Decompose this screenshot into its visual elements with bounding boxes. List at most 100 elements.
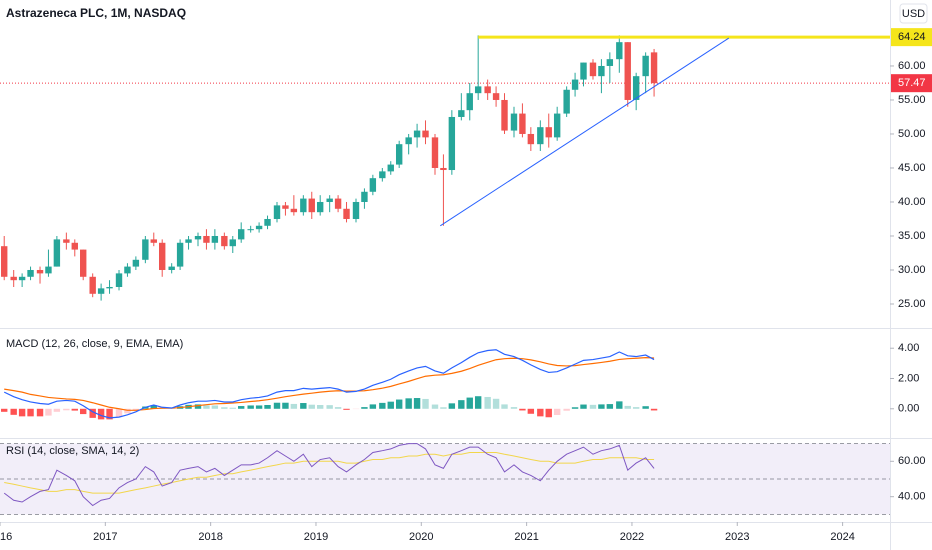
candle-body <box>616 42 623 60</box>
histogram-bar <box>290 403 298 409</box>
histogram-bar <box>642 406 649 409</box>
candle-body <box>458 110 465 117</box>
price-panel <box>0 35 890 301</box>
histogram-bar <box>194 404 202 409</box>
histogram-bar <box>580 404 587 409</box>
candle-body <box>80 249 87 277</box>
candle-body <box>282 205 289 209</box>
histogram-bar <box>1 408 8 412</box>
candle-body <box>501 99 508 131</box>
histogram-bar <box>18 408 26 417</box>
y-tick-label: 35.00 <box>898 230 926 242</box>
macd-panel <box>1 349 658 420</box>
candle-body <box>237 229 245 240</box>
candle-body <box>211 235 219 243</box>
currency-box[interactable] <box>899 3 928 24</box>
candle-body <box>159 242 166 270</box>
y-tick-label: 50.00 <box>898 128 926 140</box>
candle-body <box>229 239 236 247</box>
histogram-bar <box>237 406 245 409</box>
candle-body <box>431 137 439 168</box>
histogram-bar <box>422 398 429 409</box>
histogram-bar <box>527 408 535 414</box>
y-tick-label: 60.00 <box>898 60 926 72</box>
histogram-bar <box>27 408 34 417</box>
histogram-bar <box>255 405 263 409</box>
histogram-bar <box>71 408 78 411</box>
rsi-panel <box>0 443 890 515</box>
histogram-bar <box>124 408 131 414</box>
histogram-bar <box>308 404 315 409</box>
resistance-label-box <box>891 28 932 47</box>
candle-body <box>326 198 333 202</box>
candle-body <box>18 276 26 281</box>
x-tick-label: 16 <box>0 531 12 543</box>
candle-body <box>168 266 175 270</box>
candle-body <box>580 62 587 80</box>
histogram-bar <box>589 404 597 409</box>
y-tick-label: 55.00 <box>898 94 926 106</box>
candle-body <box>642 55 649 77</box>
histogram-bar <box>440 407 447 409</box>
macd-line <box>3 349 655 419</box>
candle-body <box>308 198 315 213</box>
candle-body <box>247 229 254 231</box>
currency[interactable]: USD <box>902 8 925 20</box>
candle-body <box>361 191 368 202</box>
histogram-bar <box>395 399 403 409</box>
x-tick-label: 2017 <box>93 531 117 543</box>
candle-body <box>316 201 324 213</box>
candle-body <box>89 276 96 294</box>
histogram-bar <box>211 405 219 409</box>
x-tick-label: 2018 <box>198 531 222 543</box>
histogram-bar <box>545 408 552 418</box>
histogram-bar <box>273 402 281 409</box>
candle-body <box>142 239 149 260</box>
histogram-bar <box>413 398 421 409</box>
y-tick-label: 2.00 <box>898 372 919 384</box>
candle-body <box>194 235 202 240</box>
candle-body <box>448 116 456 171</box>
candle-body <box>132 259 140 267</box>
candle-body <box>563 89 570 114</box>
candle-body <box>510 113 518 131</box>
y-tick-label: 60.00 <box>898 455 926 467</box>
histogram-bar <box>458 400 465 409</box>
candle-body <box>632 76 640 100</box>
y-tick-label: 40.00 <box>898 196 926 208</box>
rsi-ma-line <box>4 451 655 494</box>
candle-body <box>571 79 579 90</box>
histogram-bar <box>624 405 631 409</box>
candle-body <box>203 235 210 243</box>
histogram-bar <box>80 408 87 415</box>
histogram-bar <box>563 408 570 411</box>
histogram-bar <box>89 408 96 418</box>
histogram-bar <box>264 404 271 409</box>
histogram-bar <box>537 408 544 417</box>
y-tick-label: 30.00 <box>898 264 926 276</box>
candle-body <box>650 52 658 84</box>
rsi-title: RSI (14, close, SMA, 14, 2) <box>6 445 139 457</box>
candle-body <box>537 127 544 145</box>
x-tick-label: 2020 <box>409 531 433 543</box>
candle-body <box>545 127 552 138</box>
histogram-bar <box>282 402 289 409</box>
candle-body <box>53 239 61 267</box>
candle-body <box>422 130 429 138</box>
y-tick-label: 0.00 <box>898 403 919 415</box>
candle-body <box>624 42 631 100</box>
candle-body <box>379 171 386 179</box>
candle-body <box>598 65 605 77</box>
candle-body <box>440 167 447 171</box>
histogram-bar <box>132 408 140 411</box>
candle-body <box>413 130 421 138</box>
candle-body <box>334 198 342 209</box>
histogram-bar <box>519 408 526 411</box>
axes: 25.00 30.00 35.00 40.00 45.00 50.00 55.00 60.00… <box>0 28 932 543</box>
candle-body <box>519 113 526 134</box>
candle-body <box>606 59 614 66</box>
candle-body <box>264 218 271 226</box>
histogram-bar <box>63 408 70 411</box>
